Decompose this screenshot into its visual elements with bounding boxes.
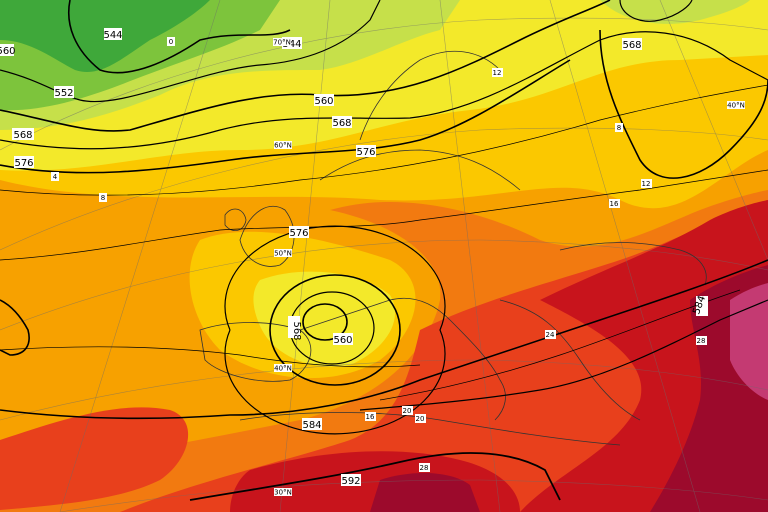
- contour-label: 560: [0, 44, 16, 57]
- low-ring-4: [224, 225, 446, 435]
- svg-text:584: 584: [302, 420, 321, 431]
- svg-text:16: 16: [610, 200, 619, 208]
- svg-text:576: 576: [289, 228, 308, 239]
- svg-text:592: 592: [341, 476, 360, 487]
- low-ring-1: [302, 303, 348, 341]
- contour-label: 592: [341, 474, 361, 487]
- svg-text:552: 552: [54, 88, 73, 99]
- svg-text:544: 544: [282, 39, 301, 50]
- latitude-label-60: 60°N: [274, 141, 292, 150]
- thickness-label: 20: [415, 414, 426, 423]
- latitude-label-70: 70°N: [273, 38, 291, 47]
- w-low: [0, 299, 30, 356]
- thickness-label: 16: [365, 412, 376, 421]
- svg-text:576: 576: [356, 147, 375, 158]
- thickness-label: 28: [419, 463, 430, 472]
- svg-text:4: 4: [53, 173, 58, 181]
- ne-low-inner: [619, 0, 693, 22]
- svg-text:40°N: 40°N: [274, 365, 292, 373]
- thickness-label: 4: [51, 172, 59, 181]
- contour-label: 560: [333, 333, 353, 346]
- svg-text:16: 16: [366, 413, 375, 421]
- svg-text:60°N: 60°N: [274, 142, 292, 150]
- contour-label: 568: [622, 38, 642, 51]
- svg-text:30°N: 30°N: [274, 489, 292, 497]
- contour-label: 568: [12, 128, 34, 141]
- contour-label: 568: [332, 116, 352, 129]
- shade-yellow-low: [253, 271, 396, 367]
- contour-576: [0, 59, 571, 174]
- thickness-contours: [0, 84, 768, 401]
- thickness-label: 8: [99, 193, 107, 202]
- shade-crimson-africa: [370, 473, 480, 512]
- shade-green-ne: [600, 0, 750, 24]
- low-ring-2: [289, 291, 375, 365]
- thickness-label: 24: [545, 330, 556, 339]
- svg-text:568: 568: [622, 40, 641, 51]
- thickness-label: 8: [615, 123, 623, 132]
- svg-text:8: 8: [617, 124, 621, 132]
- svg-text:24: 24: [546, 331, 555, 339]
- svg-text:40°N: 40°N: [727, 102, 745, 110]
- svg-text:12: 12: [493, 69, 502, 77]
- contour-label: 576: [289, 226, 309, 239]
- ne-low-ring: [599, 29, 768, 179]
- contour-label: 584: [691, 294, 708, 316]
- svg-text:28: 28: [420, 464, 429, 472]
- thickness-label: 12: [641, 179, 652, 188]
- svg-text:70°N: 70°N: [273, 39, 291, 47]
- svg-text:20: 20: [403, 407, 412, 415]
- latitude-label-50: 50°N: [274, 249, 292, 258]
- contour-label: 560: [314, 94, 334, 107]
- svg-text:20: 20: [416, 415, 425, 423]
- contour-label: 576: [14, 156, 34, 169]
- svg-text:544: 544: [103, 30, 122, 41]
- svg-text:0: 0: [169, 38, 173, 46]
- thickness-label: 28: [696, 336, 707, 345]
- contour-568: [0, 31, 768, 150]
- contour-586-east: [359, 299, 768, 411]
- svg-text:50°N: 50°N: [274, 250, 292, 258]
- svg-text:560: 560: [314, 96, 333, 107]
- latitude-label-30: 30°N: [274, 488, 292, 497]
- thickness-labels: 0 4 8 8 12 12 16 16 20 20 24 28 28: [51, 37, 707, 472]
- contour-label: 544: [103, 28, 123, 41]
- contour-544: [68, 0, 291, 74]
- svg-text:568: 568: [13, 130, 32, 141]
- svg-text:568: 568: [332, 118, 351, 129]
- thickness-label: 16: [609, 199, 620, 208]
- coastlines: [199, 50, 707, 446]
- thickness-label: 20: [402, 406, 413, 415]
- shade-red-atlantic: [0, 407, 189, 510]
- contour-label: 576: [356, 145, 376, 158]
- contour-label: 584: [302, 418, 322, 431]
- thickness-label: 0: [167, 37, 175, 46]
- contour-label: 552: [54, 86, 74, 99]
- contour-584: [0, 259, 768, 420]
- low-ring-3: [269, 274, 401, 386]
- latitude-label-40-east: 40°N: [727, 101, 745, 110]
- svg-text:28: 28: [697, 337, 706, 345]
- latitude-label-40: 40°N: [274, 364, 292, 373]
- svg-text:560: 560: [0, 46, 16, 57]
- svg-text:12: 12: [642, 180, 651, 188]
- contour-592: [189, 452, 561, 501]
- svg-text:576: 576: [14, 158, 33, 169]
- thickness-label: 12: [492, 68, 503, 77]
- latitude-labels: 70°N 60°N 50°N 40°N 40°N 30°N: [273, 38, 745, 497]
- svg-text:568: 568: [291, 321, 302, 340]
- svg-text:8: 8: [101, 194, 105, 202]
- svg-text:560: 560: [333, 335, 352, 346]
- contour-label: 568: [288, 316, 302, 341]
- contour-labels: 544 544 552 560 560 568 568 568 576 576 …: [0, 28, 708, 487]
